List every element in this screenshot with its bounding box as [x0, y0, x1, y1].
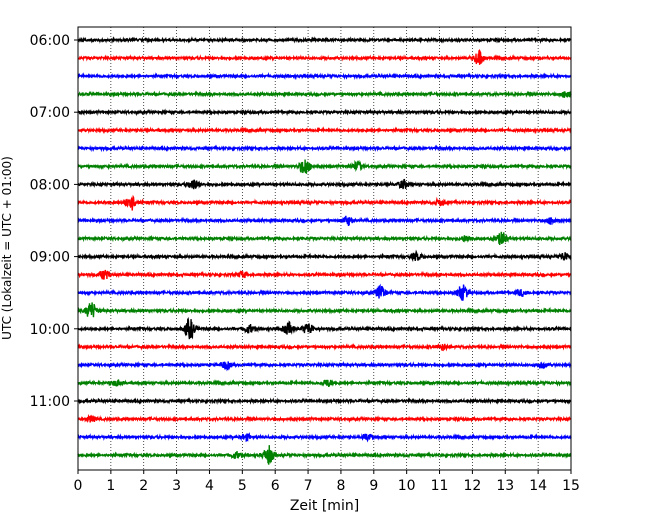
trace-1100: [77, 397, 572, 405]
traces: [77, 36, 572, 465]
trace-0715: [77, 126, 572, 135]
x-tick-label: 6: [271, 478, 280, 494]
y-tick-label: 11:00: [30, 394, 70, 410]
y-axis: 06:00 07:00 08:00 09:00 10:00 11:00: [30, 33, 78, 410]
x-tick-label: 1: [106, 478, 115, 494]
x-tick-label: 5: [238, 478, 247, 494]
x-tick-label: 8: [336, 478, 345, 494]
y-tick-label: 08:00: [30, 177, 70, 193]
x-tick-label: 7: [304, 478, 313, 494]
trace-0745: [77, 159, 572, 174]
trace-0630: [77, 71, 572, 81]
trace-0615: [77, 49, 572, 65]
x-tick-label: 11: [431, 478, 449, 494]
trace-1045: [77, 378, 572, 388]
x-tick-label: 0: [74, 478, 83, 494]
trace-1000: [77, 316, 572, 340]
plot-area: [78, 27, 571, 470]
plot-frame: [77, 26, 572, 471]
x-tick-label: 3: [172, 478, 181, 494]
trace-0730: [77, 144, 572, 153]
x-axis-label: Zeit [min]: [290, 498, 359, 514]
trace-1115: [77, 413, 572, 424]
x-tick-label: 12: [463, 478, 481, 494]
trace-0945: [77, 302, 572, 318]
trace-0600: [77, 36, 572, 45]
y-tick-label: 07:00: [30, 105, 70, 121]
trace-1015: [77, 342, 572, 352]
trace-0700: [77, 108, 572, 117]
trace-0645: [77, 90, 572, 99]
trace-0915: [77, 269, 572, 280]
x-tick-label: 14: [529, 478, 547, 494]
trace-0815: [77, 194, 572, 211]
trace-0830: [77, 215, 572, 226]
trace-1145: [77, 445, 572, 465]
trace-0800: [77, 178, 572, 190]
trace-0930: [77, 283, 572, 301]
trace-0845: [77, 231, 572, 246]
x-axis: 0 1 2 3 4 5 6 7 8 9 10 11 12 13 14 15: [74, 470, 580, 494]
x-tick-label: 2: [139, 478, 148, 494]
x-tick-label: 15: [562, 478, 580, 494]
y-axis-label: UTC (Lokalzeit = UTC + 01:00): [0, 156, 14, 340]
y-tick-label: 09:00: [30, 250, 70, 266]
x-tick-label: 9: [369, 478, 378, 494]
grid-lines: [110, 27, 539, 470]
y-tick-label: 06:00: [30, 33, 70, 49]
x-tick-label: 4: [205, 478, 214, 494]
x-tick-label: 10: [398, 478, 416, 494]
x-tick-label: 13: [496, 478, 514, 494]
trace-0900: [77, 249, 572, 263]
y-tick-label: 10:00: [30, 322, 70, 338]
trace-1130: [77, 432, 572, 443]
trace-1030: [77, 360, 572, 372]
